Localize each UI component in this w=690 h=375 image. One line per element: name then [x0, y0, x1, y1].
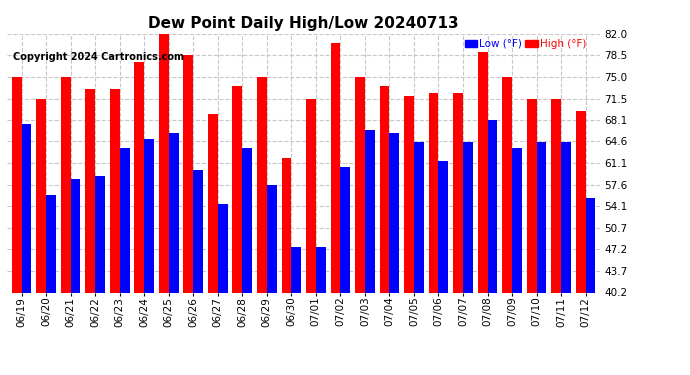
Bar: [46, 195, 56, 292]
Bar: [242, 148, 252, 292]
Bar: [267, 185, 277, 292]
Bar: [95, 176, 105, 292]
Bar: [291, 247, 301, 292]
Bar: [575, 111, 586, 292]
Bar: [119, 148, 130, 292]
Bar: [110, 90, 119, 292]
Bar: [135, 62, 144, 292]
Bar: [282, 158, 291, 292]
Bar: [537, 142, 546, 292]
Bar: [586, 198, 595, 292]
Bar: [453, 93, 463, 292]
Bar: [169, 133, 179, 292]
Bar: [316, 247, 326, 292]
Bar: [340, 167, 351, 292]
Legend: Low (°F), High (°F): Low (°F), High (°F): [464, 39, 586, 49]
Bar: [389, 133, 400, 292]
Bar: [428, 93, 438, 292]
Bar: [526, 99, 537, 292]
Bar: [512, 148, 522, 292]
Bar: [37, 99, 46, 292]
Bar: [61, 77, 70, 292]
Bar: [144, 139, 154, 292]
Bar: [159, 27, 169, 292]
Bar: [184, 56, 193, 292]
Bar: [355, 77, 365, 292]
Bar: [70, 179, 81, 292]
Bar: [404, 96, 414, 292]
Bar: [438, 160, 449, 292]
Bar: [551, 99, 561, 292]
Bar: [306, 99, 316, 292]
Bar: [463, 142, 473, 292]
Text: Copyright 2024 Cartronics.com: Copyright 2024 Cartronics.com: [13, 52, 184, 62]
Bar: [365, 130, 375, 292]
Bar: [218, 204, 228, 292]
Bar: [502, 77, 512, 292]
Bar: [233, 86, 242, 292]
Bar: [414, 142, 424, 292]
Bar: [380, 86, 389, 292]
Bar: [477, 53, 488, 292]
Bar: [257, 77, 267, 292]
Bar: [208, 114, 218, 292]
Bar: [561, 142, 571, 292]
Bar: [488, 120, 497, 292]
Bar: [12, 77, 21, 292]
Bar: [21, 123, 32, 292]
Bar: [331, 43, 340, 292]
Bar: [86, 90, 95, 292]
Bar: [193, 170, 203, 292]
Title: Dew Point Daily High/Low 20240713: Dew Point Daily High/Low 20240713: [148, 16, 459, 31]
